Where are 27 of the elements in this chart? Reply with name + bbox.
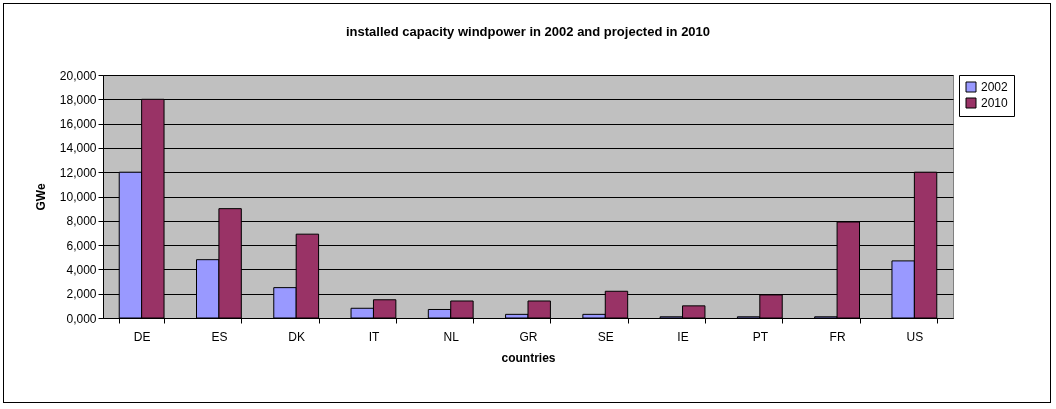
x-tick-label: DK [288, 329, 306, 344]
x-tick-label: ES [211, 329, 228, 344]
x-tick-label: FR [829, 329, 846, 344]
y-tick-label: 10,000 [59, 190, 97, 204]
x-tick-label: NL [443, 329, 460, 344]
y-tick-label: 8,000 [66, 214, 97, 229]
y-tick-label: 18,000 [59, 92, 97, 107]
x-tick-label: SE [597, 329, 614, 344]
y-tick-label: 6,000 [66, 238, 97, 253]
legend-label: 2002 [981, 80, 1009, 94]
y-tick-label: 16,000 [59, 117, 97, 132]
x-tick-label: IT [368, 329, 380, 344]
y-axis-title: GWe [33, 183, 48, 211]
y-tick-label: 0,000 [66, 311, 97, 326]
x-tick-label: PT [752, 329, 769, 344]
chart-title: installed capacity windpower in 2002 and projected in 2010 [345, 24, 711, 39]
y-tick-label: 14,000 [59, 141, 97, 156]
y-tick-label: 12,000 [59, 165, 97, 180]
y-tick-label: 4,000 [66, 262, 97, 277]
legend-label: 2010 [981, 96, 1009, 110]
x-tick-label: GR [519, 329, 538, 344]
y-tick-label: 20,000 [59, 68, 97, 83]
x-tick-label: DE [133, 329, 151, 344]
y-tick-label: 2,000 [66, 287, 97, 302]
x-tick-label: US [906, 329, 924, 344]
x-axis-title: countries [501, 350, 556, 365]
x-tick-label: IE [677, 329, 689, 344]
